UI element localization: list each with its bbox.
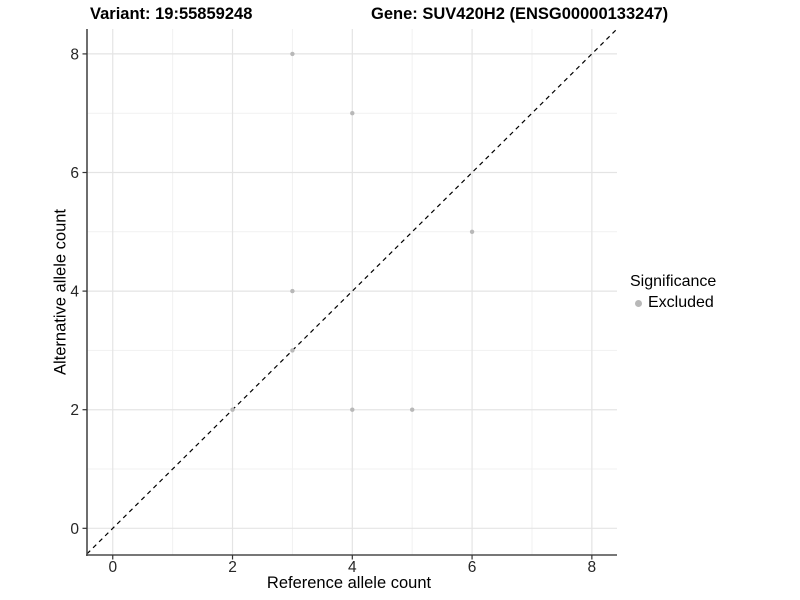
- x-tick-label: 4: [348, 559, 357, 576]
- data-point: [350, 111, 355, 116]
- x-axis-title: Reference allele count: [266, 574, 432, 592]
- x-tick-label: 0: [108, 559, 117, 576]
- variant-title: Variant: 19:55859248: [90, 5, 253, 23]
- y-tick-label: 6: [70, 165, 79, 182]
- tick-marks: [82, 53, 593, 560]
- data-point: [469, 229, 475, 235]
- y-tick-label: 4: [70, 284, 79, 301]
- data-point: [230, 407, 235, 412]
- y-tick-label: 0: [70, 521, 79, 538]
- data-point: [350, 407, 355, 412]
- x-tick-label: 8: [588, 559, 597, 576]
- y-tick-label: 2: [70, 402, 79, 419]
- data-point: [409, 407, 415, 412]
- legend: Significance Excluded: [630, 273, 716, 312]
- identity-line: [86, 28, 618, 555]
- data-point: [290, 288, 295, 294]
- legend-entry-excluded: Excluded: [635, 294, 716, 312]
- legend-title: Significance: [630, 273, 717, 290]
- x-tick-labels: 0 2 4 6 8: [108, 559, 596, 576]
- data-point: [290, 51, 295, 57]
- gene-title: Gene: SUV420H2 (ENSG00000133247): [371, 5, 669, 23]
- x-tick-label: 2: [228, 559, 237, 576]
- data-point: [290, 348, 295, 353]
- legend-entry-label: Excluded: [648, 294, 714, 311]
- grid-major: [87, 29, 617, 555]
- identity-line-group: [86, 28, 618, 555]
- points-group: [230, 51, 475, 412]
- x-tick-label: 6: [468, 559, 477, 576]
- axis-lines: [86, 29, 617, 556]
- y-tick-labels: 0 2 4 6 8: [70, 46, 79, 537]
- y-axis-title: Alternative allele count: [51, 208, 70, 376]
- y-tick-label: 8: [70, 46, 79, 63]
- legend-key-dot: [635, 299, 642, 307]
